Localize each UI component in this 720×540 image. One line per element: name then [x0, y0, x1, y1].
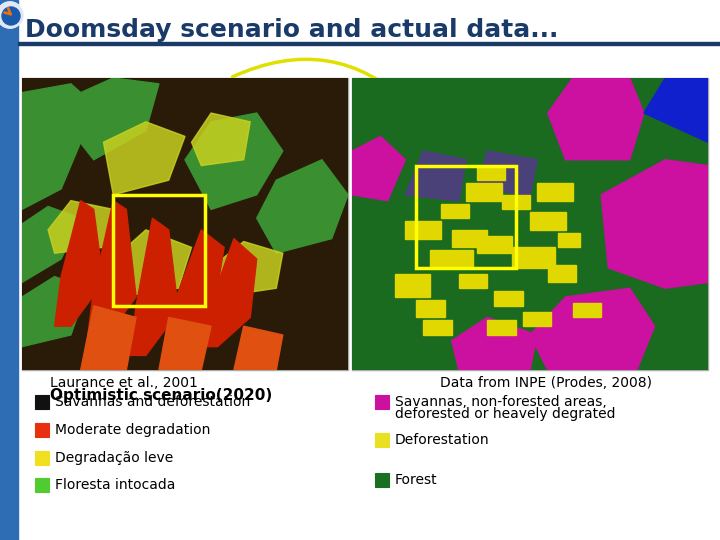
- Bar: [559, 233, 580, 247]
- Text: Savannas and deforestation: Savannas and deforestation: [55, 395, 251, 409]
- Polygon shape: [548, 78, 644, 160]
- Polygon shape: [48, 201, 113, 253]
- Bar: [530, 212, 566, 230]
- Bar: [487, 320, 516, 335]
- Polygon shape: [87, 201, 136, 341]
- Polygon shape: [451, 318, 537, 370]
- Polygon shape: [257, 160, 348, 253]
- Circle shape: [0, 2, 23, 28]
- Bar: [537, 183, 572, 201]
- Polygon shape: [234, 326, 283, 370]
- Circle shape: [2, 7, 20, 25]
- Bar: [113, 195, 204, 306]
- Polygon shape: [202, 239, 257, 347]
- Bar: [18, 42, 720, 45]
- Text: Savannas, non-forested areas,: Savannas, non-forested areas,: [395, 395, 607, 409]
- Bar: [572, 303, 601, 318]
- Bar: [477, 166, 505, 180]
- Text: Doomsday scenario and actual data...: Doomsday scenario and actual data...: [25, 18, 559, 42]
- Bar: [375, 395, 389, 409]
- Bar: [416, 300, 444, 318]
- Polygon shape: [22, 206, 81, 282]
- Bar: [477, 235, 512, 253]
- Polygon shape: [477, 151, 537, 195]
- Polygon shape: [81, 306, 136, 370]
- Bar: [502, 195, 530, 210]
- Bar: [495, 291, 523, 306]
- Polygon shape: [104, 122, 185, 195]
- Polygon shape: [22, 276, 87, 347]
- Bar: [352, 78, 708, 370]
- Bar: [0, 0, 18, 540]
- Text: Forest: Forest: [395, 473, 438, 487]
- Bar: [441, 204, 469, 218]
- Polygon shape: [644, 78, 708, 142]
- Bar: [405, 221, 441, 239]
- Polygon shape: [113, 230, 192, 297]
- Bar: [459, 274, 487, 288]
- Text: Moderate degradation: Moderate degradation: [55, 423, 210, 437]
- Bar: [451, 230, 487, 247]
- Text: Deforestation: Deforestation: [395, 433, 490, 447]
- Bar: [22, 78, 348, 370]
- Bar: [523, 312, 552, 326]
- Text: Laurance et al., 2001: Laurance et al., 2001: [50, 376, 198, 390]
- Polygon shape: [192, 113, 251, 166]
- Circle shape: [0, 2, 23, 28]
- Polygon shape: [162, 230, 224, 355]
- Bar: [352, 78, 708, 370]
- Bar: [375, 433, 389, 447]
- Polygon shape: [352, 137, 405, 201]
- Bar: [375, 473, 389, 487]
- Text: deforested or heavely degrated: deforested or heavely degrated: [395, 407, 616, 421]
- Text: Data from INPE (Prodes, 2008): Data from INPE (Prodes, 2008): [440, 376, 652, 390]
- Polygon shape: [405, 151, 466, 201]
- Bar: [423, 320, 451, 335]
- Bar: [431, 250, 473, 268]
- Bar: [22, 78, 348, 370]
- Bar: [416, 166, 516, 268]
- Bar: [35, 451, 49, 465]
- Polygon shape: [22, 84, 104, 210]
- Bar: [548, 265, 576, 282]
- Text: Optimistic scenario(2020): Optimistic scenario(2020): [50, 388, 272, 403]
- Bar: [512, 247, 555, 268]
- Polygon shape: [130, 218, 179, 355]
- Text: Floresta intocada: Floresta intocada: [55, 478, 176, 492]
- Polygon shape: [71, 78, 159, 160]
- Bar: [466, 183, 502, 201]
- Polygon shape: [185, 113, 283, 210]
- Text: Degradação leve: Degradação leve: [55, 451, 174, 465]
- Polygon shape: [601, 160, 708, 288]
- Polygon shape: [159, 318, 211, 370]
- Polygon shape: [211, 241, 283, 297]
- Bar: [35, 395, 49, 409]
- Polygon shape: [55, 201, 104, 326]
- Polygon shape: [530, 288, 654, 370]
- Bar: [395, 274, 431, 297]
- Bar: [35, 423, 49, 437]
- Bar: [35, 478, 49, 492]
